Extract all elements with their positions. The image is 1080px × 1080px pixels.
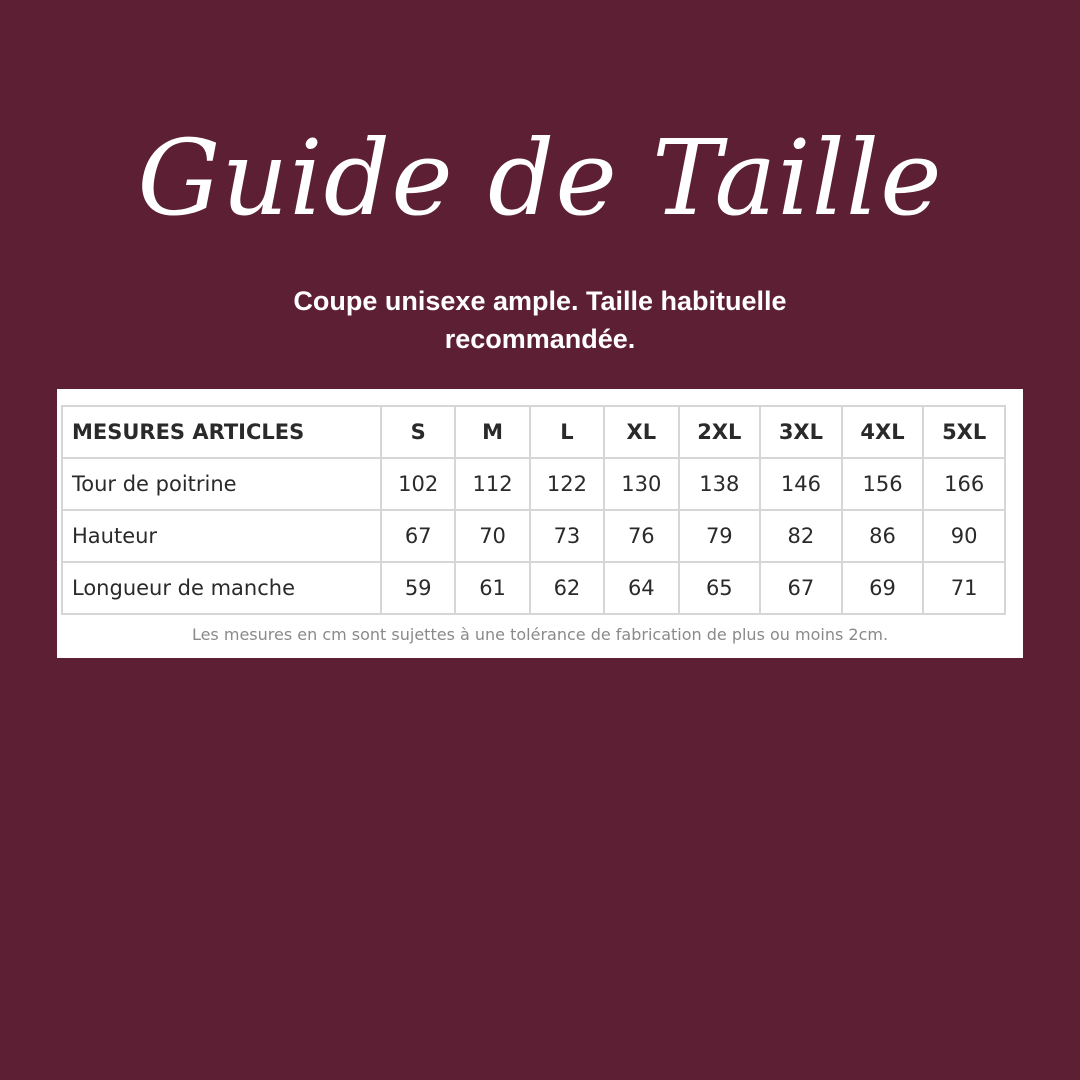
size-header: L: [528, 405, 606, 459]
row-label: Tour de poitrine: [61, 457, 382, 511]
size-header: M: [454, 405, 531, 459]
tolerance-note: Les mesures en cm sont sujettes à une to…: [191, 625, 889, 644]
size-chart-card: MESURES ARTICLES S M L XL 2XL 3XL 4XL 5X…: [57, 389, 1023, 658]
header-label: MESURES ARTICLES: [61, 405, 382, 459]
size-header: 5XL: [922, 405, 1006, 459]
measurement-cell: 82: [759, 509, 843, 563]
size-header: 3XL: [759, 405, 843, 459]
page-title: Guide de Taille: [137, 117, 943, 239]
measurement-cell: 59: [379, 561, 457, 615]
measurement-cell: 112: [454, 457, 531, 511]
measurement-cell: 70: [454, 509, 531, 563]
measurement-cell: 61: [454, 561, 531, 615]
measurement-cell: 67: [379, 509, 457, 563]
measurement-cell: 166: [922, 457, 1006, 511]
measurement-cell: 122: [528, 457, 606, 511]
subtitle: Coupe unisexe ample. Taille habituelle r…: [293, 286, 787, 354]
row-label: Longueur de manche: [61, 561, 382, 615]
measurement-cell: 64: [603, 561, 680, 615]
size-header: S: [379, 405, 457, 459]
measurement-cell: 69: [840, 561, 925, 615]
size-header: 4XL: [840, 405, 925, 459]
table-row: Longueur de manche 59 61 62 64 65 67 69 71: [61, 561, 1006, 615]
measurement-cell: 102: [379, 457, 457, 511]
measurement-cell: 73: [528, 509, 606, 563]
measurement-cell: 71: [922, 561, 1006, 615]
size-table: MESURES ARTICLES S M L XL 2XL 3XL 4XL 5X…: [61, 405, 1006, 615]
measurement-cell: 146: [759, 457, 843, 511]
measurement-cell: 67: [759, 561, 843, 615]
measurement-cell: 138: [677, 457, 762, 511]
size-header: XL: [603, 405, 680, 459]
measurement-cell: 76: [603, 509, 680, 563]
table-header-row: MESURES ARTICLES S M L XL 2XL 3XL 4XL 5X…: [61, 405, 1006, 459]
size-header: 2XL: [677, 405, 762, 459]
measurement-cell: 79: [677, 509, 762, 563]
measurement-cell: 156: [840, 457, 925, 511]
measurement-cell: 90: [922, 509, 1006, 563]
table-row: Tour de poitrine 102 112 122 130 138 146 156 166: [61, 457, 1006, 511]
measurement-cell: 62: [528, 561, 606, 615]
table-row: Hauteur 67 70 73 76 79 82 86 90: [61, 509, 1006, 563]
measurement-cell: 130: [603, 457, 680, 511]
row-label: Hauteur: [61, 509, 382, 563]
measurement-cell: 86: [840, 509, 925, 563]
measurement-cell: 65: [677, 561, 762, 615]
